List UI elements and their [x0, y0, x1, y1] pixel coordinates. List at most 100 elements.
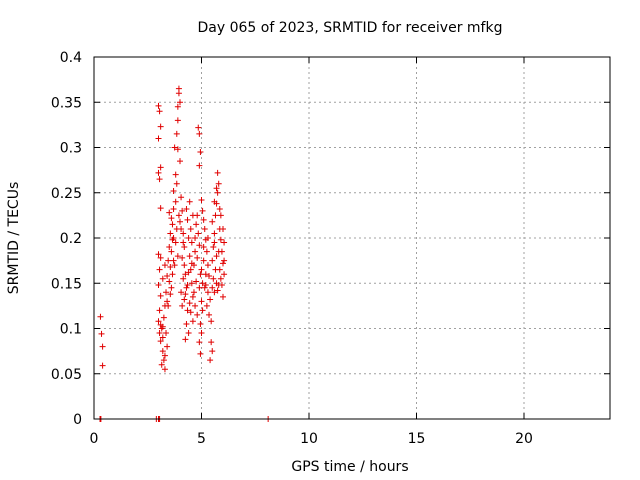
data-point	[200, 216, 207, 223]
data-point	[199, 207, 206, 214]
data-point	[198, 330, 205, 337]
data-point	[155, 135, 162, 142]
data-point	[99, 362, 106, 369]
x-tick-label: 5	[197, 431, 206, 447]
data-point	[214, 169, 221, 176]
data-point	[175, 85, 182, 92]
data-point	[172, 171, 179, 178]
data-point	[196, 130, 203, 137]
data-point	[198, 298, 205, 305]
chart-title: Day 065 of 2023, SRMTID for receiver mfk…	[198, 20, 503, 36]
data-point	[195, 124, 202, 131]
x-tick-labels: 0 5 10 15 20	[90, 431, 533, 447]
data-point	[204, 235, 211, 241]
y-tick-label: 0.2	[60, 231, 82, 247]
data-point	[178, 194, 185, 201]
data-point	[172, 198, 179, 205]
data-point	[209, 284, 216, 291]
data-point	[203, 302, 210, 309]
data-point	[188, 260, 195, 267]
data-point	[156, 108, 163, 115]
data-point	[197, 271, 204, 278]
data-point	[199, 280, 206, 287]
data-point	[216, 206, 223, 213]
data-point	[197, 320, 204, 327]
data-point	[168, 284, 175, 291]
data-point	[207, 296, 214, 303]
data-point	[210, 244, 217, 251]
y-tick-labels: 0 0.05 0.1 0.15 0.2 0.25 0.3 0.35 0.4	[51, 50, 82, 428]
data-point	[156, 176, 163, 183]
data-point	[221, 271, 228, 278]
data-point	[159, 323, 166, 330]
data-point	[182, 291, 189, 298]
data-point	[174, 103, 181, 110]
data-point	[155, 102, 162, 109]
data-point	[97, 313, 104, 320]
data-point	[217, 236, 224, 243]
data-points	[97, 85, 272, 422]
data-point	[211, 239, 218, 246]
data-point	[177, 218, 183, 225]
data-point	[202, 282, 209, 289]
data-point	[194, 311, 201, 318]
data-point	[197, 350, 204, 357]
data-point	[180, 275, 187, 282]
y-tick-label: 0.4	[60, 50, 82, 66]
data-point	[192, 302, 199, 309]
data-point	[180, 239, 187, 246]
data-point	[157, 164, 164, 171]
data-point	[171, 262, 178, 269]
data-point	[165, 302, 172, 309]
data-point	[156, 330, 163, 337]
data-point	[174, 117, 181, 124]
data-point	[167, 230, 174, 237]
data-point	[169, 236, 176, 243]
data-point	[177, 158, 183, 165]
data-point	[188, 239, 195, 246]
data-point	[170, 187, 177, 194]
data-point	[157, 123, 164, 130]
data-point	[209, 257, 216, 264]
data-point	[155, 318, 162, 325]
data-point	[169, 221, 176, 228]
x-tick-label: 10	[300, 431, 318, 447]
data-point	[220, 293, 226, 300]
data-point	[174, 253, 181, 260]
data-point	[211, 198, 218, 205]
data-point	[186, 198, 193, 205]
data-point	[159, 348, 166, 355]
data-point	[211, 289, 218, 296]
data-point	[199, 307, 206, 314]
data-point	[204, 289, 211, 296]
data-point	[193, 221, 200, 228]
data-point	[183, 284, 190, 291]
y-tick-label: 0.35	[51, 95, 82, 111]
data-point	[202, 271, 209, 278]
data-point	[171, 144, 178, 151]
data-point	[161, 366, 168, 373]
plot-frame	[93, 56, 611, 420]
data-point	[185, 330, 192, 337]
data-point	[189, 212, 196, 219]
data-point	[164, 343, 171, 350]
data-point	[157, 205, 164, 212]
y-axis-title: SRMTID / TECUs	[6, 182, 22, 295]
data-point	[197, 149, 204, 156]
data-point	[155, 282, 162, 289]
data-point	[215, 248, 222, 255]
data-point	[158, 361, 165, 368]
data-point	[182, 271, 189, 278]
data-point	[165, 257, 172, 264]
data-point	[175, 212, 182, 219]
data-point	[180, 230, 187, 237]
data-point	[195, 230, 202, 237]
y-tick-label: 0.25	[51, 186, 82, 202]
data-point	[161, 352, 168, 359]
data-point	[207, 357, 214, 364]
data-point	[196, 284, 203, 291]
data-point	[217, 212, 224, 219]
data-point	[186, 253, 193, 260]
data-point	[184, 307, 191, 314]
